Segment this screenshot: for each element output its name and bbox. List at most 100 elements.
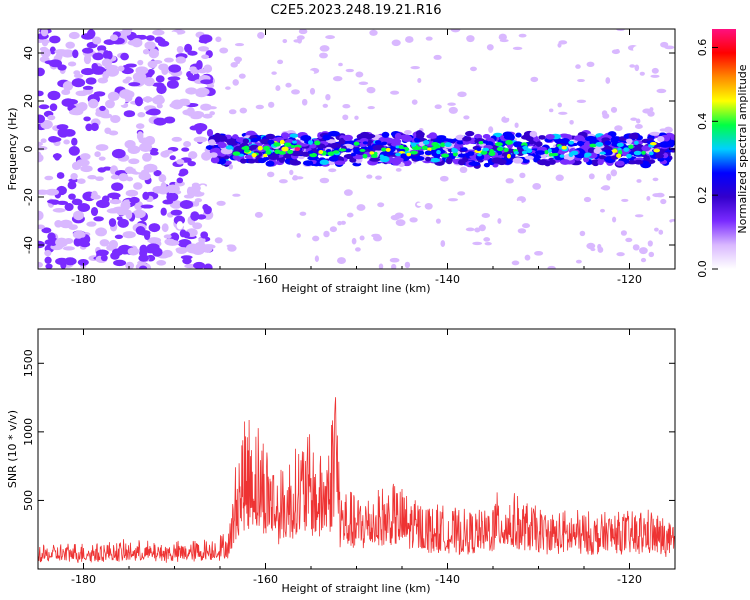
heatmap-cell	[373, 234, 382, 242]
heatmap-cell	[119, 89, 133, 100]
heatmap-cell	[433, 54, 442, 60]
heatmap-cell	[68, 146, 80, 156]
heatmap-cell	[46, 199, 60, 204]
heatmap-cell	[545, 133, 555, 140]
heatmap-cell	[108, 208, 117, 214]
heatmap-cell	[210, 156, 220, 164]
heatmap-cell	[515, 132, 522, 138]
heatmap-cell	[161, 66, 169, 76]
heatmap-cell	[232, 151, 241, 156]
heatmap-cell	[253, 185, 261, 191]
heatmap-cell	[83, 54, 92, 65]
heatmap-cell	[142, 191, 150, 201]
heatmap-cell	[641, 145, 651, 152]
heatmap-cell	[110, 174, 120, 180]
heatmap-cell	[325, 148, 332, 153]
heatmap-cell	[183, 256, 191, 262]
heatmap-cell	[459, 166, 468, 174]
heatmap-cell	[80, 165, 93, 173]
heatmap-cell	[650, 74, 660, 78]
heatmap-cell	[651, 67, 659, 74]
heatmap-cell	[470, 66, 477, 72]
heatmap-cell	[630, 117, 638, 121]
heatmap-cell	[457, 191, 466, 196]
heatmap-cell	[405, 36, 414, 43]
heatmap-cell	[161, 223, 169, 233]
colorbar-tick-label: 0.6	[696, 39, 709, 57]
heatmap-cell	[483, 162, 490, 168]
heatmap-cell	[612, 216, 617, 223]
heatmap-cell	[238, 73, 246, 79]
heatmap-cell	[95, 249, 109, 257]
heatmap-cell	[193, 136, 208, 143]
heatmap-cell	[511, 260, 520, 266]
heatmap-cell	[105, 99, 115, 109]
heatmap-cell	[379, 154, 384, 158]
heatmap-cell	[38, 261, 43, 268]
heatmap-cell	[114, 234, 124, 240]
heatmap-cell	[482, 147, 490, 152]
heatmap-cell	[502, 131, 513, 138]
heatmap-cell	[600, 208, 605, 213]
heatmap-cell	[109, 34, 119, 41]
heatmap-cell	[404, 129, 412, 135]
heatmap-cell	[289, 160, 302, 166]
heatmap-cell	[86, 221, 97, 227]
heatmap-cell	[370, 153, 378, 159]
heatmap-cell	[236, 97, 241, 103]
heatmap-cell	[498, 33, 507, 41]
heatmap-cell	[639, 71, 645, 76]
colorbar-title: Normalized spectral amplitude	[736, 64, 749, 233]
heatmap-cell	[518, 33, 527, 38]
heatmap-cell	[83, 116, 91, 122]
heatmap-cell	[634, 214, 644, 218]
heatmap-cell	[175, 56, 186, 64]
heatmap-cell	[456, 140, 464, 145]
heatmap-cell	[599, 151, 606, 155]
heatmap-cell	[190, 68, 200, 75]
heatmap-cell	[309, 143, 317, 149]
heatmap-cell	[375, 175, 382, 180]
heatmap-cell	[362, 141, 369, 145]
heatmap-cell	[635, 118, 641, 124]
heatmap-cell	[374, 140, 382, 145]
heatmap-cell	[601, 110, 608, 117]
heatmap-cell	[440, 142, 446, 148]
heatmap-cell	[52, 208, 66, 213]
heatmap-cell	[309, 152, 318, 158]
heatmap-cell	[178, 172, 186, 177]
heatmap-cell	[190, 184, 201, 192]
heatmap-cell	[160, 207, 167, 216]
heatmap-cell	[560, 124, 569, 128]
colorbar-tick-label: 0.4	[696, 113, 709, 131]
heatmap-cell	[587, 147, 595, 154]
heatmap-cell	[381, 131, 390, 138]
heatmap-cell	[79, 241, 91, 248]
snr-x-tick-label: -180	[71, 573, 96, 586]
heatmap-cell	[197, 68, 207, 74]
heatmap-cell	[38, 224, 45, 230]
heatmap-cell	[116, 216, 123, 221]
heatmap-cell	[166, 79, 179, 89]
heatmap-cell	[201, 54, 210, 60]
heatmap-cell	[244, 149, 250, 153]
heatmap-cell	[169, 31, 178, 38]
heatmap-cell	[208, 139, 217, 146]
heatmap-cell	[81, 47, 94, 54]
heatmap-cell	[176, 45, 184, 54]
heatmap-cell	[586, 242, 596, 250]
heatmap-cell	[152, 82, 165, 87]
heatmap-cell	[233, 56, 243, 63]
heatmap-cell	[202, 204, 209, 211]
heatmap-cell	[283, 142, 292, 147]
heatmap-cell	[512, 46, 523, 51]
heatmap-cell	[400, 153, 407, 158]
heatmap-cell	[206, 83, 215, 89]
heatmap-cell	[54, 49, 68, 55]
heatmap-cell	[142, 96, 154, 103]
heatmap-cell	[244, 115, 252, 120]
heatmap-cell	[297, 36, 303, 44]
heatmap-cell	[314, 140, 321, 146]
heatmap-cell	[332, 150, 340, 154]
heatmap-cell	[258, 158, 267, 164]
